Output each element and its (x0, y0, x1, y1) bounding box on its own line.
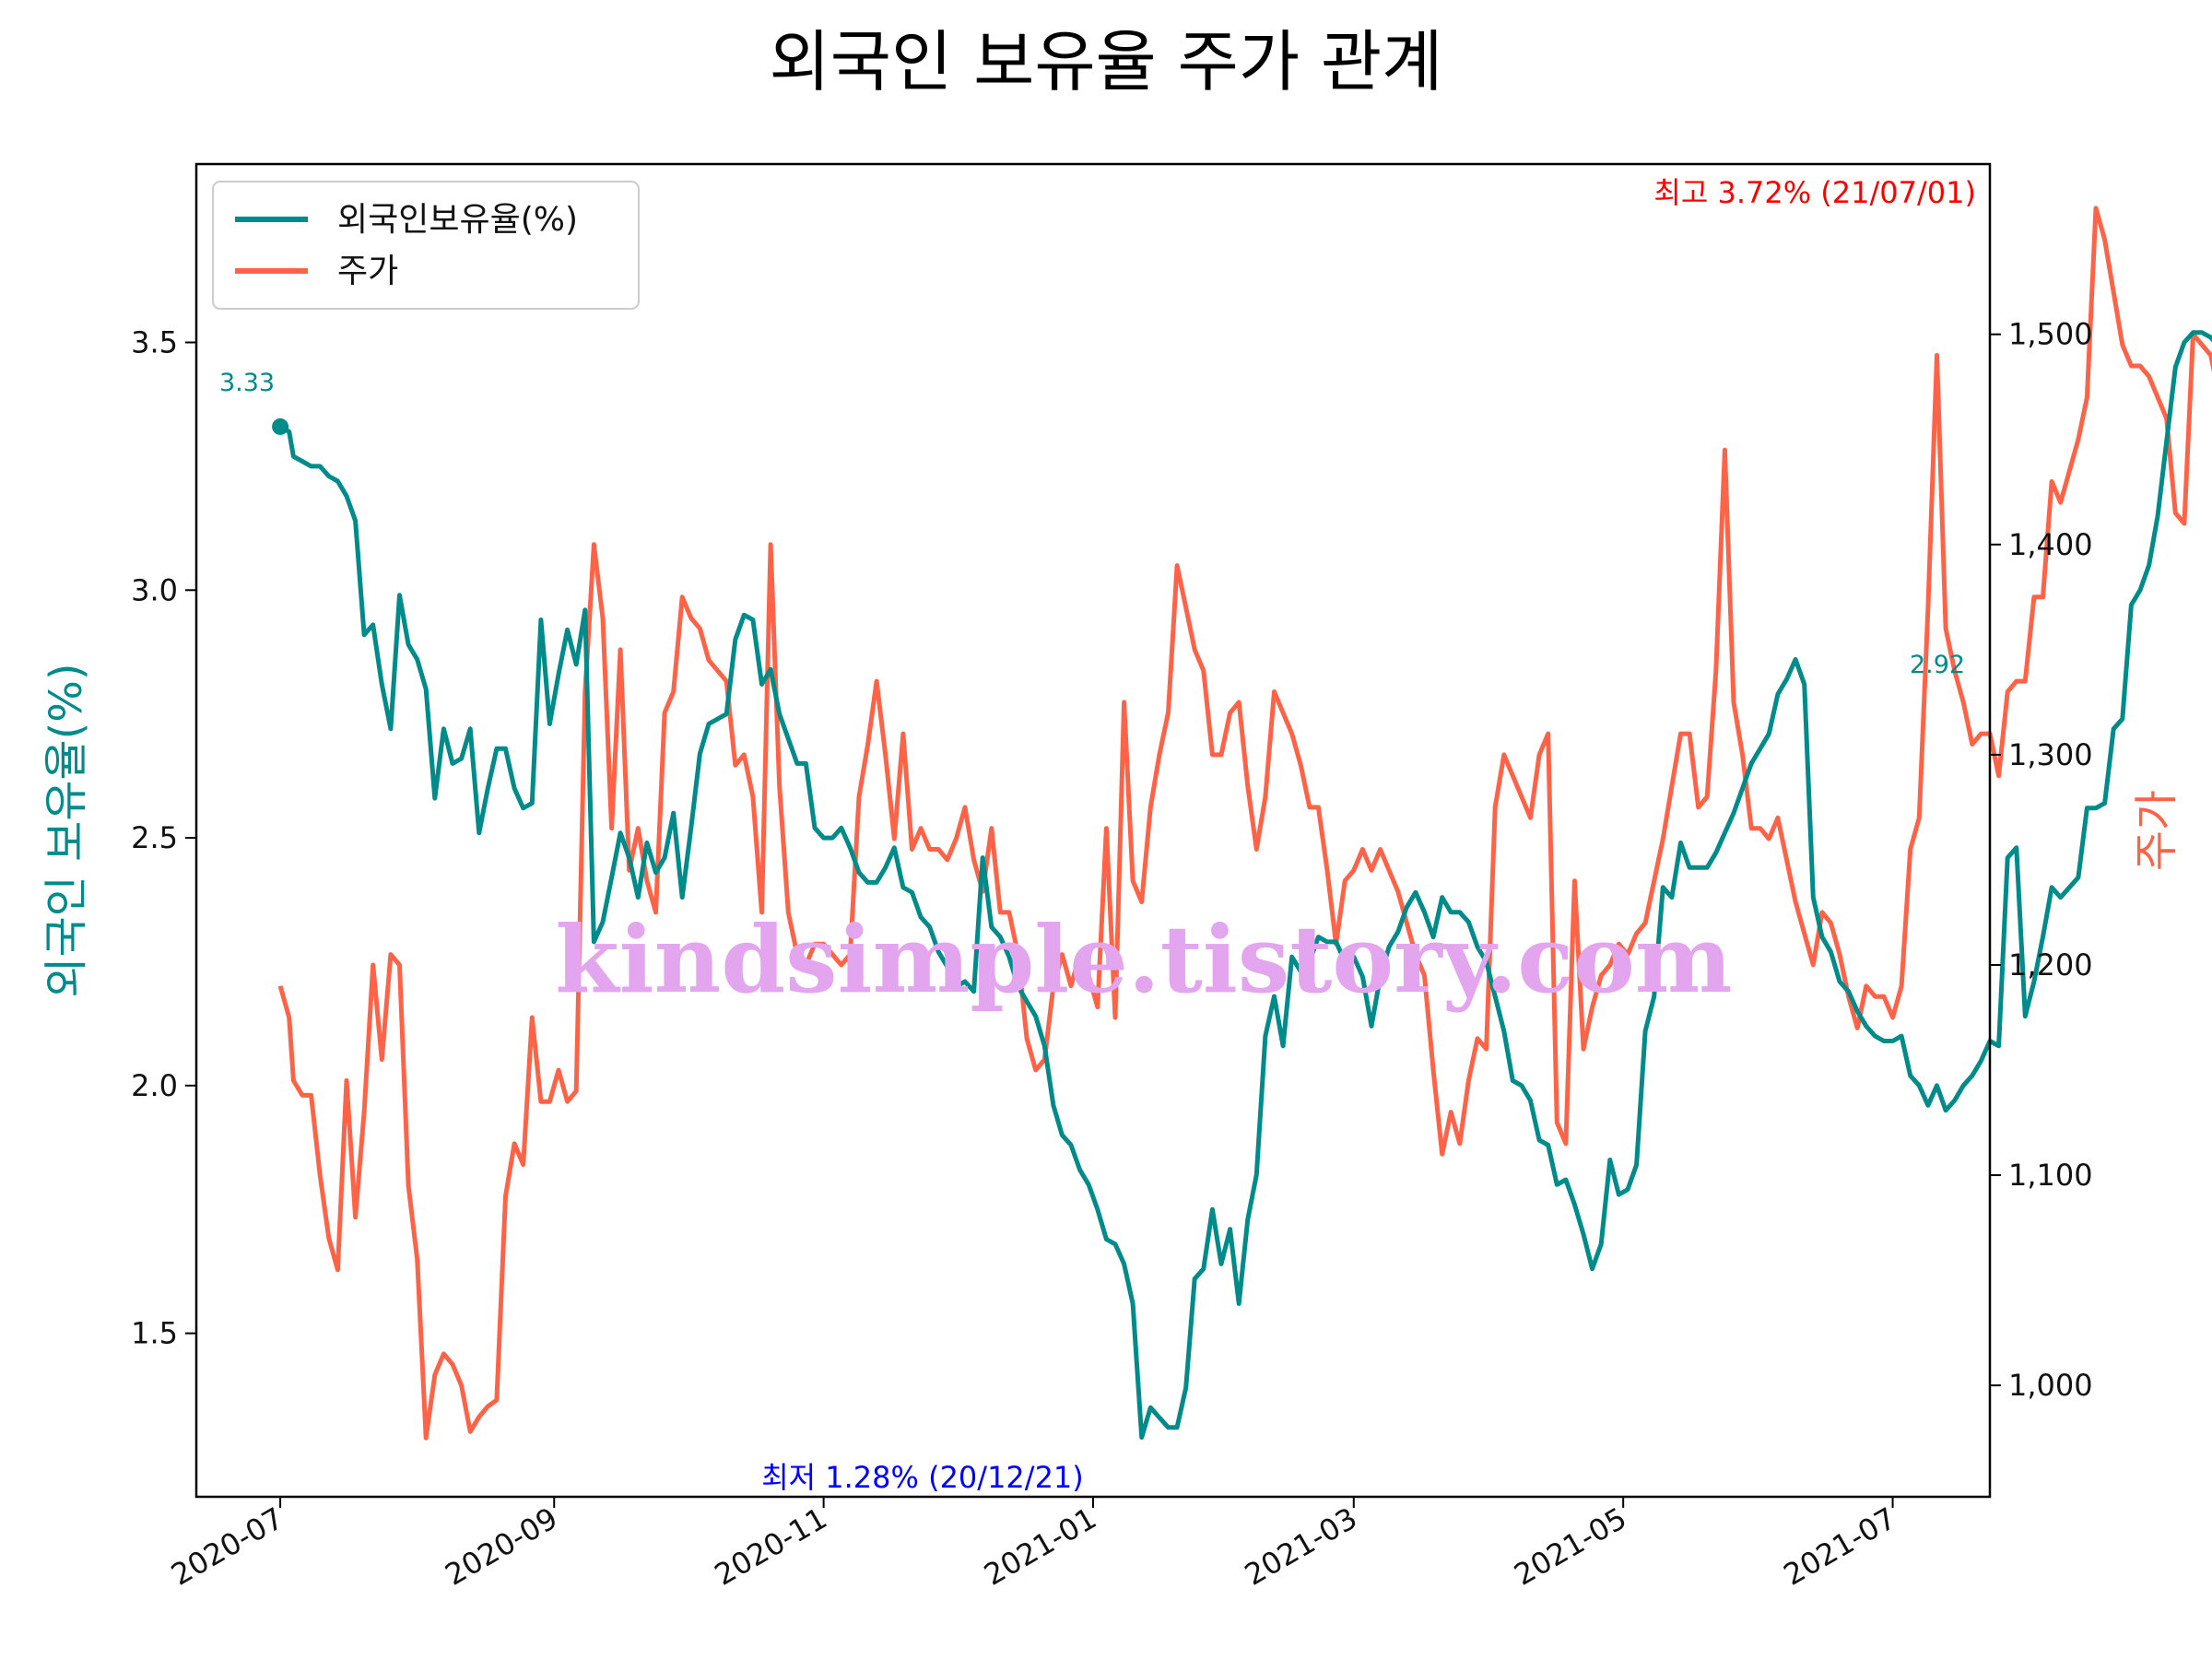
end-value-label: 2.92 (1910, 651, 1965, 679)
y-axis-title: 외국인 보유율(%) (41, 663, 92, 997)
series-line-price (277, 206, 2212, 1441)
y-tick-label: 3.5 (131, 325, 178, 360)
legend: 외국인보유율(%) 주가 (212, 181, 640, 310)
y-tick-label: 2.5 (131, 820, 178, 855)
series-layer (272, 206, 2212, 1441)
start-value-label: 3.33 (219, 369, 275, 397)
annotations: 3.33 2.92 최고 3.72% (21/07/01) 최저 1.28% (… (219, 175, 1976, 1495)
y-axis-left: 1.5 2.0 2.5 3.0 3.5 (131, 325, 196, 1351)
y2-tick-label: 1,300 (2008, 737, 2093, 772)
legend-label-foreign: 외국인보유율(%) (337, 201, 578, 239)
max-label: 최고 3.72% (21/07/01) (1653, 175, 1976, 210)
legend-box (212, 181, 640, 310)
y-axis-right: 1,000 1,100 1,200 1,300 1,400 1,500 (1990, 317, 2093, 1403)
y2-tick-label: 1,100 (2008, 1158, 2093, 1193)
y2-axis-title: 주가 (2131, 790, 2183, 871)
y-tick-label: 3.0 (131, 572, 178, 607)
start-point-marker (272, 418, 289, 435)
y2-tick-label: 1,200 (2008, 947, 2093, 982)
y-tick-label: 2.0 (131, 1068, 178, 1103)
y2-tick-label: 1,000 (2008, 1368, 2093, 1403)
min-label: 최저 1.28% (20/12/21) (761, 1460, 1084, 1495)
watermark: kindsimple.tistory.com (555, 905, 1732, 1014)
y2-tick-label: 1,400 (2008, 527, 2093, 562)
chart-title: 외국인 보유율 주가 관계 (769, 23, 1442, 100)
series-line-foreign (278, 330, 2212, 1440)
y-tick-label: 1.5 (131, 1316, 178, 1351)
legend-label-price: 주가 (337, 253, 398, 290)
y2-tick-label: 1,500 (2008, 317, 2093, 352)
